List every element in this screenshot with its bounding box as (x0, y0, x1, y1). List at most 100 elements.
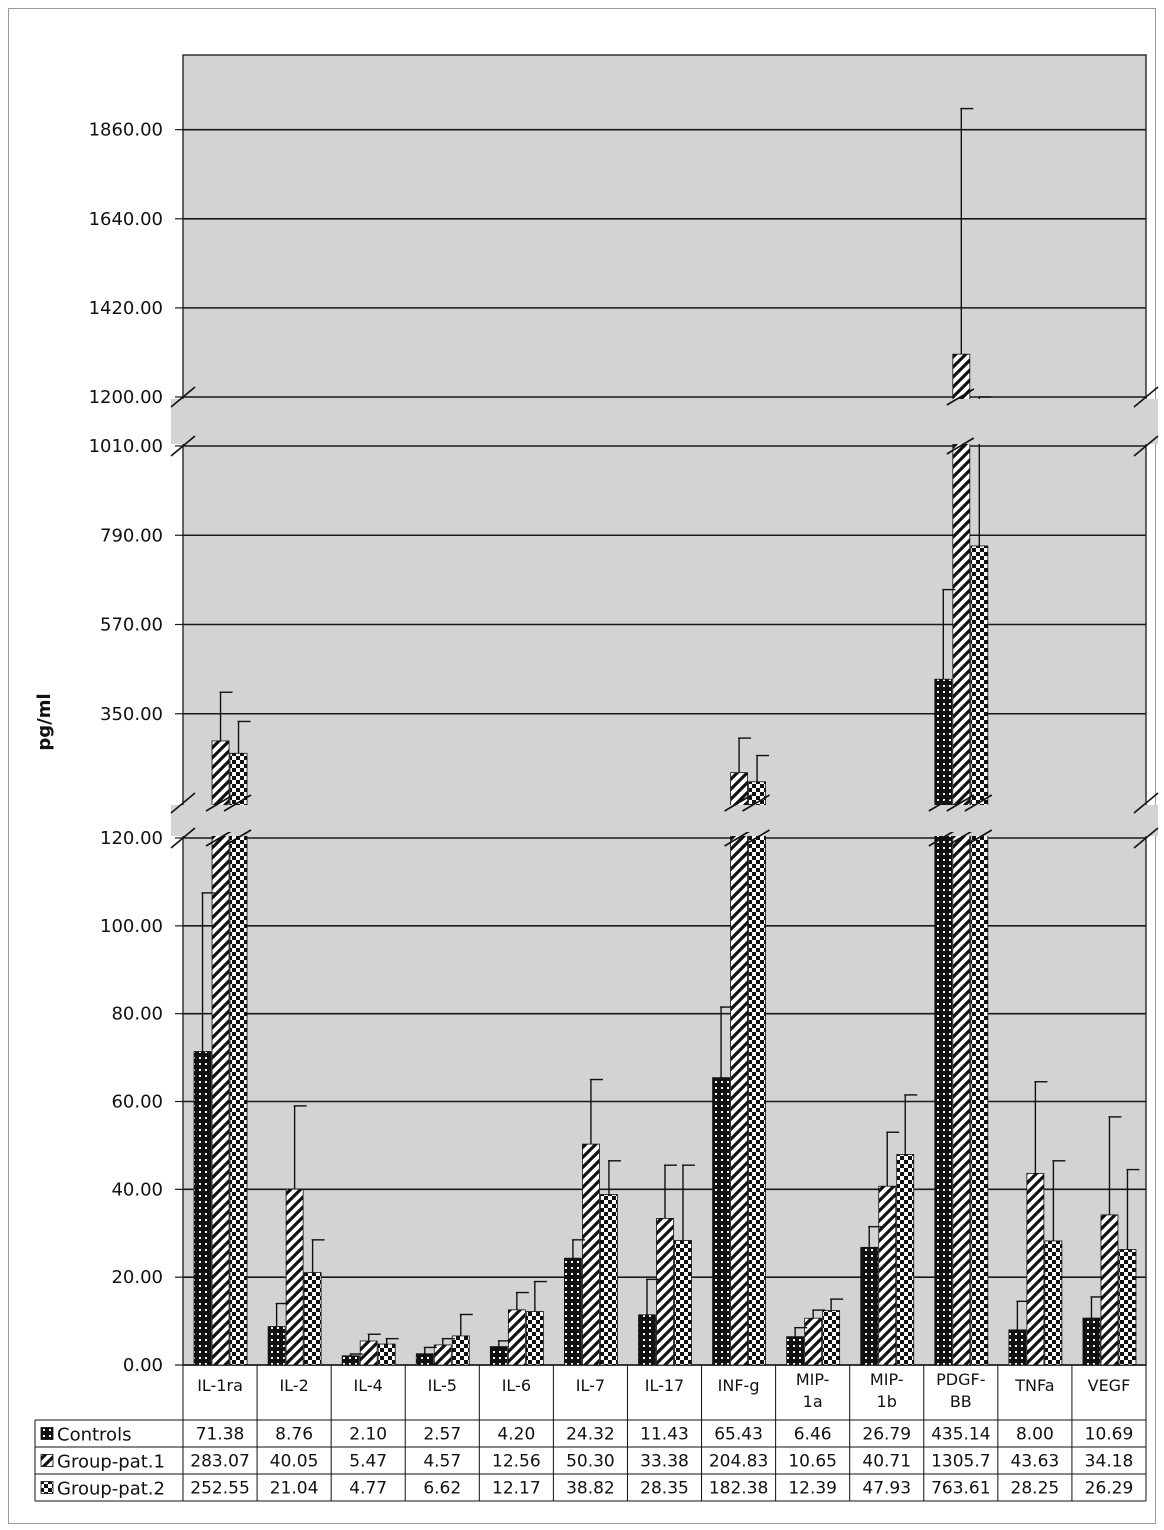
y-tick-label: 1010.00 (89, 436, 163, 457)
y-tick-label: 350.00 (100, 704, 163, 725)
table-value: 283.07 (190, 1452, 249, 1472)
bar-break-slash (742, 829, 770, 847)
bar-controls (860, 1246, 879, 1366)
y-tick-label: 80.00 (111, 1004, 163, 1025)
table-value: 6.62 (423, 1479, 461, 1499)
bar-break-slash (742, 794, 770, 812)
bar-break-band (209, 809, 233, 832)
bar-group2 (896, 1154, 915, 1366)
y-tick-label: 570.00 (100, 615, 163, 636)
x-category-label: PDGF- (936, 1370, 985, 1389)
y-tick-label: 1420.00 (89, 298, 163, 319)
table-value: 8.76 (275, 1425, 313, 1445)
bar-group1 (1026, 1172, 1045, 1366)
y-tick-label: 1640.00 (89, 209, 163, 230)
bar-break-band (745, 809, 769, 832)
bar-group1 (804, 1317, 823, 1366)
table-value: 12.39 (788, 1479, 837, 1499)
bar-group1 (359, 1340, 378, 1366)
table-value: 1305.7 (931, 1452, 990, 1472)
bar-controls (193, 1051, 212, 1366)
bar-group2 (1044, 1240, 1063, 1366)
bar-break-band (949, 403, 973, 440)
bar-group1 (730, 772, 748, 1366)
bar-break-slash (928, 829, 957, 847)
bar-group2 (748, 781, 766, 1366)
y-tick-label: 0.00 (123, 1355, 163, 1376)
bar-controls (564, 1257, 582, 1366)
x-category-label: IL-17 (645, 1376, 684, 1395)
axis-break-slash (1133, 792, 1159, 814)
bar-controls (489, 1346, 508, 1366)
table-value: 6.46 (794, 1425, 832, 1445)
y-axis-group: pg/ml 0.00 20.00 40.00 60.00 80.00 100.00 120.… (34, 120, 183, 1376)
table-value: 5.47 (349, 1452, 387, 1472)
bar-group1 (1100, 1214, 1119, 1366)
axis-break-slash (1133, 435, 1159, 457)
table-value: 28.35 (640, 1479, 689, 1499)
x-category-label: INF-g (718, 1376, 760, 1395)
legend-label: Controls (57, 1425, 131, 1446)
x-category-label: VEGF (1088, 1376, 1131, 1395)
x-category-label: IL-5 (428, 1376, 457, 1395)
bar-break-slash (928, 794, 957, 812)
x-category-label: MIP- (870, 1370, 904, 1389)
bar-controls (415, 1353, 434, 1366)
legend-label: Group-pat.1 (57, 1452, 165, 1473)
bar-group2 (451, 1335, 470, 1366)
x-category-label: IL-4 (354, 1376, 383, 1395)
bar-break-slash (205, 794, 234, 812)
table-value: 435.14 (931, 1425, 990, 1445)
legend-label: Group-pat.2 (57, 1479, 165, 1500)
table-value: 204.83 (709, 1452, 768, 1472)
table-value: 2.10 (349, 1425, 387, 1445)
bar-group1 (507, 1309, 526, 1366)
legend-swatch-group1 (40, 1454, 54, 1467)
table-value: 12.56 (492, 1452, 541, 1472)
bar-break-slash (205, 829, 234, 847)
bar-break-band (931, 809, 955, 832)
table-value: 40.71 (862, 1452, 911, 1472)
bar-controls (267, 1326, 286, 1366)
y-tick-label: 100.00 (100, 916, 163, 937)
axis-break-slash (1133, 827, 1159, 849)
data-table-group: IL-1ra IL-2 IL-4 IL-5 IL-6 IL-7 IL-17 INF-g MIP-… (34, 1365, 1147, 1502)
table-value: 182.38 (709, 1479, 768, 1499)
bar-group2 (377, 1343, 396, 1366)
table-value: 8.00 (1016, 1425, 1054, 1445)
y-tick-label: 790.00 (100, 525, 163, 546)
table-value: 26.79 (862, 1425, 911, 1445)
bar-group2 (303, 1272, 322, 1366)
y-tick-label: 40.00 (111, 1179, 163, 1200)
axis-break-slash (1133, 386, 1159, 408)
x-category-label: IL-2 (279, 1376, 308, 1395)
y-axis-label: pg/ml (34, 693, 55, 750)
bar-break-slash (724, 829, 752, 847)
table-value: 4.57 (423, 1452, 461, 1472)
bar-break-slash (724, 794, 752, 812)
bar-break-slash (223, 794, 252, 812)
bar-group2 (525, 1311, 544, 1366)
bar-group2 (229, 752, 248, 1366)
x-category-label: 1b (877, 1392, 897, 1411)
bar-break-slash (946, 388, 975, 406)
bar-break-slash (946, 437, 975, 455)
table-value: 28.25 (1011, 1479, 1060, 1499)
bar-group2 (822, 1310, 841, 1366)
bar-group2 (970, 545, 989, 1366)
bar-controls (638, 1314, 656, 1366)
axis-break-band (171, 805, 1158, 836)
bar-group1 (878, 1185, 897, 1366)
bar-group2 (674, 1240, 692, 1366)
bar-group1 (656, 1218, 674, 1366)
axis-break-band (171, 399, 1158, 444)
axis-breaks-group (170, 386, 1159, 849)
table-value: 40.05 (270, 1452, 319, 1472)
y-tick-label: 60.00 (111, 1092, 163, 1113)
bar-group2 (600, 1194, 618, 1366)
bar-break-slash (964, 829, 993, 847)
table-value: 10.65 (788, 1452, 837, 1472)
table-value: 71.38 (196, 1425, 245, 1445)
table-value: 2.57 (423, 1425, 461, 1445)
